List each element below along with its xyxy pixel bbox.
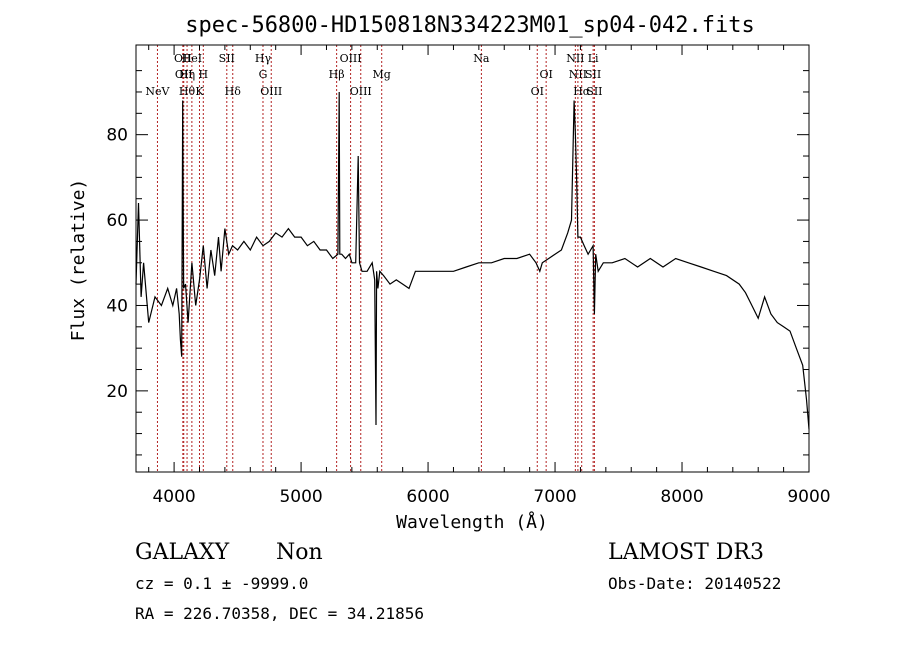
- plot-border: [135, 44, 810, 473]
- line-marker-label: Li: [588, 52, 599, 65]
- line-marker-label: NII: [566, 52, 584, 65]
- line-marker-label: G: [259, 68, 268, 81]
- line-marker-label: Mg: [373, 68, 391, 81]
- y-tick-label: 20: [106, 382, 128, 402]
- line-marker-label: SII: [585, 68, 601, 81]
- line-marker-label: K: [195, 85, 204, 98]
- line-marker-label: OI: [531, 85, 544, 98]
- survey-name: LAMOST DR3: [608, 540, 764, 565]
- plot-frame: [135, 44, 810, 473]
- line-marker-label: NeV: [145, 85, 170, 98]
- observation-date: Obs-Date: 20140522: [608, 574, 781, 593]
- line-marker-label: SII: [586, 85, 602, 98]
- chart-title: spec-56800-HD150818N334223M01_sp04-042.f…: [185, 13, 755, 38]
- line-marker-label: SII: [219, 52, 235, 65]
- x-axis-ticks: 4000 5000 6000 7000 8000 9000: [148, 45, 831, 507]
- line-marker-label: OIII: [340, 52, 362, 65]
- x-tick-label: 5000: [279, 487, 322, 507]
- line-marker-label: Hθ: [179, 85, 196, 98]
- y-tick-label: 60: [106, 211, 128, 231]
- line-marker-label: OII: [175, 68, 193, 81]
- y-axis-label: Flux (relative): [68, 179, 89, 342]
- line-marker-label: NII: [569, 68, 587, 81]
- line-marker-label: HeI: [182, 52, 202, 65]
- line-marker-label: Hη: [179, 68, 195, 81]
- line-marker-label: OI: [539, 68, 552, 81]
- coordinates-line: RA = 226.70358, DEC = 34.21856: [135, 604, 424, 623]
- x-tick-label: 4000: [152, 487, 195, 507]
- line-marker-label: Hγ: [255, 52, 272, 65]
- y-tick-label: 80: [106, 126, 128, 146]
- line-marker-labels: NeV OII OII Hθ Hη HeI KH SII Hδ Hγ G OIII Hβ OIII OIII…: [145, 52, 602, 98]
- x-axis-label: Wavelength (Å): [396, 511, 548, 533]
- line-marker-label: OII: [174, 52, 192, 65]
- x-tick-label: 8000: [660, 487, 703, 507]
- x-tick-label: 6000: [406, 487, 449, 507]
- x-tick-label: 7000: [533, 487, 576, 507]
- line-marker-label: Hδ: [225, 85, 242, 98]
- redshift-line: cz = 0.1 ± -9999.0: [135, 574, 308, 593]
- object-class: GALAXY: [135, 540, 230, 565]
- object-subclass: Non: [276, 540, 323, 565]
- line-marker-label: H: [199, 68, 209, 81]
- y-tick-label: 40: [106, 296, 128, 316]
- line-marker-label: OIII: [260, 85, 282, 98]
- x-tick-label: 9000: [787, 487, 830, 507]
- line-marker-label: Hβ: [329, 68, 345, 81]
- line-marker-label: OIII: [350, 85, 372, 98]
- line-marker-label: Hα: [573, 85, 591, 98]
- line-marker-label: Na: [473, 52, 490, 65]
- spectrum-line: [135, 91, 810, 430]
- y-axis-ticks: 20 40 60 80: [106, 70, 809, 456]
